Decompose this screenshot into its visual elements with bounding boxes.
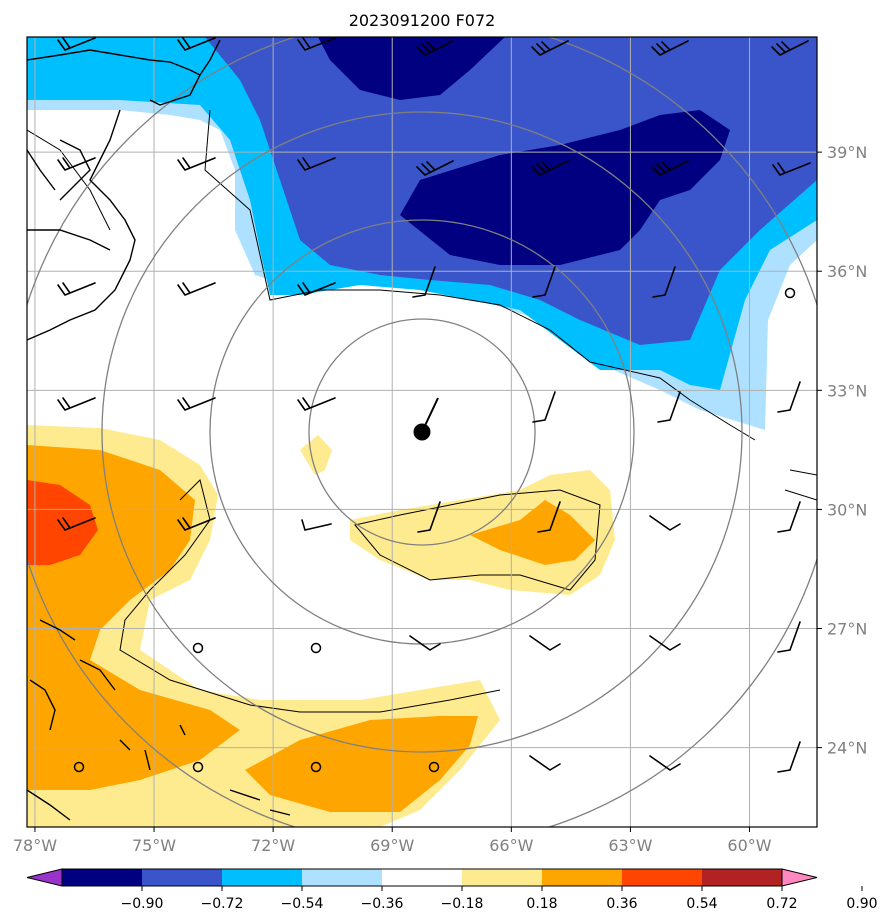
map-area [27, 37, 817, 827]
calm-wind-circle [428, 761, 440, 773]
contour-pos-054 [27, 480, 98, 565]
wind-barb [412, 266, 436, 298]
wind-barb [177, 282, 216, 296]
colorbar-segment [302, 869, 382, 886]
wind-barb [531, 40, 569, 56]
colorbar: −0.90 −0.72 −0.54 −0.36 −0.18 0.18 0.36 0.54 0.7… [26, 868, 878, 912]
colorbar-extend-low [26, 868, 63, 887]
colorbar-label: 0.90 [846, 896, 877, 912]
storm-center-barb [421, 397, 439, 433]
wind-barb [529, 635, 561, 651]
wind-barb [529, 755, 561, 771]
wind-barb [649, 515, 681, 531]
wind-barb [57, 397, 96, 411]
wind-barb [57, 282, 96, 296]
wind-barb [777, 381, 801, 413]
map-title: 2023091200 F072 [349, 11, 496, 30]
wind-barb [177, 37, 216, 51]
contour-neg-072 [318, 37, 505, 100]
wind-barb [57, 37, 96, 51]
latitude-ticks: 39°N 36°N 33°N 30°N 27°N 24°N [817, 143, 867, 758]
colorbar-segment [462, 869, 542, 886]
lat-tick-label: 36°N [827, 262, 867, 281]
colorbar-segment [62, 869, 142, 886]
calm-wind-circle [310, 761, 322, 773]
contour-neg-072b [400, 110, 730, 265]
wind-barb [657, 391, 681, 423]
wind-barb [301, 519, 332, 531]
colorbar-label: −0.36 [361, 896, 404, 912]
wind-barb [57, 157, 96, 171]
wind-barb [651, 40, 689, 56]
lon-tick-label: 69°W [370, 836, 414, 855]
lon-tick-label: 60°W [727, 836, 771, 855]
wind-barb [651, 160, 689, 176]
wind-barb [177, 517, 216, 531]
wind-barb [531, 160, 569, 176]
wind-barb [297, 282, 336, 296]
wind-barb [177, 397, 216, 411]
colorbar-frame [61, 868, 783, 887]
gridlines [27, 37, 817, 827]
lat-tick-label: 33°N [827, 381, 867, 400]
longitude-ticks: 78°W 75°W 72°W 69°W 66°W 63°W 60°W [13, 827, 772, 855]
lon-tick-label: 63°W [608, 836, 652, 855]
wind-barb [532, 266, 556, 298]
wind-barb [57, 517, 96, 531]
contour-pos-036c [470, 500, 595, 565]
wind-barb [409, 635, 441, 651]
wind-barb [537, 501, 561, 533]
contour-pos-018c [300, 435, 332, 475]
calm-wind-circle [192, 761, 204, 773]
colorbar-segment [622, 869, 702, 886]
wind-barb [416, 40, 454, 56]
contour-pos-036b [245, 716, 478, 812]
lon-tick-label: 66°W [489, 836, 533, 855]
wind-barb [416, 160, 454, 176]
colorbar-segment [222, 869, 302, 886]
lon-tick-label: 72°W [251, 836, 295, 855]
wind-barb [297, 157, 336, 171]
lat-tick-label: 24°N [827, 739, 867, 758]
wind-barb [649, 635, 681, 651]
wind-barbs [57, 37, 811, 773]
colorbar-segment [382, 869, 462, 886]
colorbar-label: −0.54 [281, 896, 324, 912]
lon-tick-label: 75°W [132, 836, 176, 855]
colorbar-label: 0.54 [686, 896, 717, 912]
wind-barb [777, 501, 801, 533]
lat-tick-label: 39°N [827, 143, 867, 162]
lon-tick-label: 78°W [13, 836, 57, 855]
colorbar-label: −0.90 [121, 896, 164, 912]
colorbar-label: −0.18 [441, 896, 484, 912]
lat-tick-label: 27°N [827, 620, 867, 639]
wind-barb [771, 40, 809, 56]
wind-barb [177, 157, 216, 171]
wind-barb [777, 621, 801, 653]
colorbar-label: −0.72 [201, 896, 244, 912]
colorbar-label: 0.18 [526, 896, 557, 912]
calm-wind-circle [192, 642, 204, 654]
map-frame [26, 36, 818, 828]
wind-barb [649, 755, 681, 771]
wind-barb [652, 266, 676, 298]
colorbar-segment [542, 869, 622, 886]
calm-wind-circle [73, 761, 85, 773]
wind-barb [777, 741, 801, 773]
colorbar-label: 0.72 [766, 896, 797, 912]
calm-wind-circle [784, 287, 796, 299]
wind-barb [297, 397, 336, 411]
coastlines [27, 39, 291, 821]
wind-barb [532, 391, 556, 423]
colorbar-segment [702, 869, 782, 886]
wind-barb [772, 162, 811, 176]
wind-barb [297, 37, 336, 51]
colorbar-extend-high [781, 868, 818, 887]
colorbar-segment [142, 869, 222, 886]
calm-wind-circle [310, 642, 322, 654]
lat-tick-label: 30°N [827, 500, 867, 519]
wind-barb [417, 501, 441, 533]
colorbar-label: 0.36 [606, 896, 637, 912]
